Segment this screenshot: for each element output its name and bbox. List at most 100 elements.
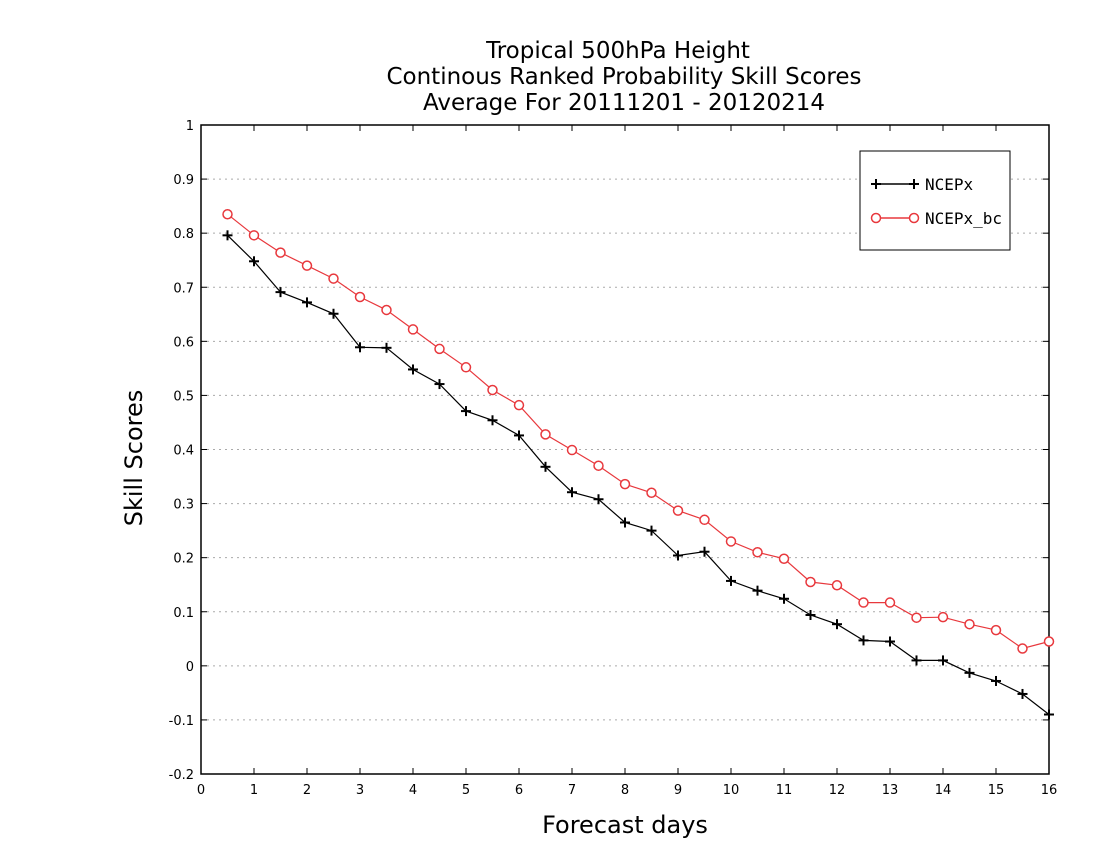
y-tick-label: 0.1 [173, 606, 194, 621]
series-ncepx [222, 230, 1054, 720]
data-point [1044, 709, 1054, 720]
data-point [249, 256, 259, 267]
data-point [434, 379, 445, 390]
data-point [673, 550, 683, 561]
data-point [779, 593, 789, 604]
data-point [752, 547, 763, 558]
data-point [593, 494, 604, 505]
data-point [1017, 643, 1028, 654]
y-tick-label: 0.3 [173, 498, 194, 513]
y-tick-label: 0.7 [173, 281, 194, 296]
gridlines [201, 178, 1049, 721]
x-tick-label: 12 [829, 783, 846, 798]
data-point [831, 579, 843, 591]
data-point [407, 324, 419, 335]
data-point [275, 287, 286, 298]
y-tick-label: -0.2 [169, 768, 194, 783]
data-point [911, 612, 922, 623]
x-tick-label: 15 [988, 783, 1005, 798]
x-tick-label: 3 [356, 783, 364, 798]
data-point [460, 362, 472, 373]
y-tick-label: 0.9 [173, 173, 194, 188]
series-line [227, 234, 1050, 715]
x-tick-label: 10 [723, 783, 740, 798]
data-point [885, 636, 895, 647]
data-point [619, 478, 631, 490]
y-axis-label: Skill Scores [120, 390, 148, 527]
data-point [699, 546, 710, 557]
data-point [646, 525, 657, 536]
data-point [540, 429, 551, 440]
data-point [354, 291, 366, 303]
data-point [434, 343, 445, 355]
y-tick-label: -0.1 [169, 714, 194, 729]
data-point [222, 208, 233, 220]
x-tick-label: 2 [303, 783, 311, 798]
data-point [620, 517, 630, 528]
data-point [964, 667, 975, 678]
data-point [870, 212, 882, 224]
data-point [908, 212, 920, 224]
data-point [909, 179, 919, 189]
x-tick-label: 6 [515, 783, 523, 798]
chart-title-line-3: Average For 20111201 - 20120214 [423, 90, 825, 116]
data-point [593, 460, 604, 471]
series-layer [222, 208, 1055, 720]
data-point [990, 624, 1002, 636]
data-point [301, 260, 313, 271]
data-point [540, 461, 551, 472]
data-point [726, 575, 736, 586]
data-point [672, 505, 684, 516]
y-tick-label: 0 [186, 660, 194, 675]
legend: NCEPx NCEPx_bc [859, 150, 1011, 251]
x-axis-label: Forecast days [542, 811, 708, 839]
data-point [487, 415, 498, 426]
data-point [646, 487, 657, 499]
legend-marker-ncepx [871, 179, 919, 189]
data-point [514, 430, 524, 441]
x-tick-label: 11 [776, 783, 793, 798]
data-point [222, 230, 233, 241]
legend-marker-ncepx-bc [870, 212, 920, 224]
data-point [408, 364, 418, 375]
data-point [381, 304, 392, 316]
x-tick-label: 9 [674, 783, 682, 798]
chart-title-line-1: Tropical 500hPa Height [485, 38, 750, 64]
axis-ticks: -0.2-0.100.10.20.30.40.50.60.70.80.910 1 2… [169, 119, 1058, 798]
y-tick-label: 0.8 [173, 227, 194, 242]
data-point [513, 399, 525, 411]
data-point [964, 618, 975, 630]
data-point [275, 247, 286, 258]
y-tick-label: 0.5 [173, 389, 194, 404]
data-point [699, 514, 710, 526]
data-point [461, 406, 471, 417]
data-point [752, 585, 763, 596]
x-tick-label: 13 [882, 783, 899, 798]
y-tick-label: 0.6 [173, 335, 194, 350]
data-point [937, 611, 949, 623]
data-point [1043, 636, 1055, 647]
data-point [805, 609, 816, 620]
x-tick-label: 8 [621, 783, 629, 798]
x-tick-label: 16 [1041, 783, 1058, 798]
data-point [832, 619, 842, 630]
data-point [355, 342, 365, 353]
series-line [227, 213, 1050, 650]
x-tick-label: 1 [250, 783, 258, 798]
data-point [991, 675, 1001, 686]
data-point [884, 597, 896, 608]
y-tick-label: 0.2 [173, 552, 194, 567]
x-tick-label: 4 [409, 783, 417, 798]
data-point [566, 444, 578, 456]
data-point [302, 297, 312, 308]
data-point [248, 230, 260, 241]
data-point [858, 597, 869, 608]
y-tick-label: 0.4 [173, 444, 194, 459]
x-tick-label: 7 [568, 783, 576, 798]
data-point [567, 487, 577, 498]
y-tick-label: 1 [186, 119, 194, 134]
legend-label-ncepx: NCEPx [925, 175, 974, 194]
x-tick-label: 0 [197, 783, 205, 798]
chart-title-line-2: Continous Ranked Probability Skill Score… [386, 64, 861, 90]
